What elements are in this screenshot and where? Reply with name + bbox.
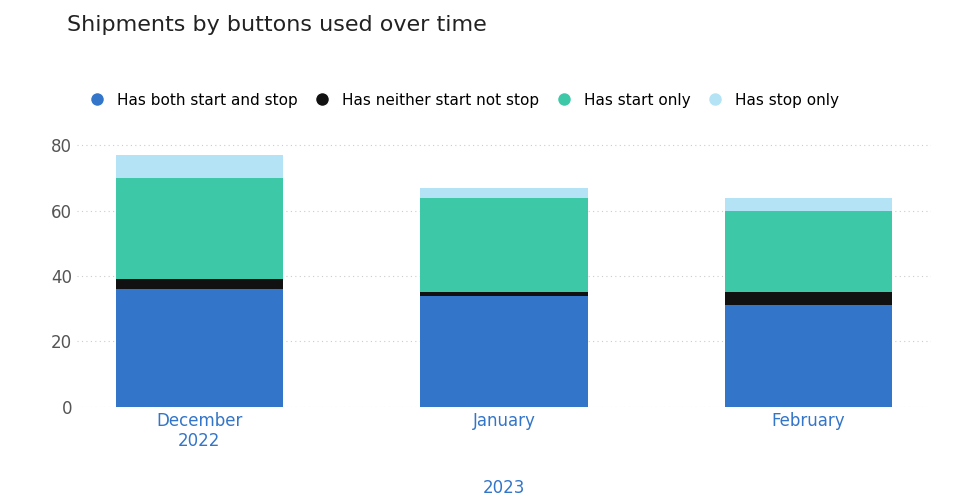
Text: 2023: 2023 [483, 479, 525, 496]
Bar [115, 178, 283, 279]
Bar [420, 188, 588, 197]
Bar [115, 289, 283, 407]
Bar [420, 292, 588, 296]
Bar [725, 197, 893, 211]
Bar [725, 306, 893, 407]
Bar [420, 296, 588, 407]
Legend: Has both start and stop, Has neither start not stop, Has start only, Has stop on: Has both start and stop, Has neither sta… [76, 87, 845, 114]
Bar [725, 211, 893, 292]
Bar [725, 292, 893, 306]
Bar [115, 155, 283, 178]
Bar [420, 197, 588, 292]
Bar [115, 279, 283, 289]
Text: Shipments by buttons used over time: Shipments by buttons used over time [67, 15, 487, 35]
